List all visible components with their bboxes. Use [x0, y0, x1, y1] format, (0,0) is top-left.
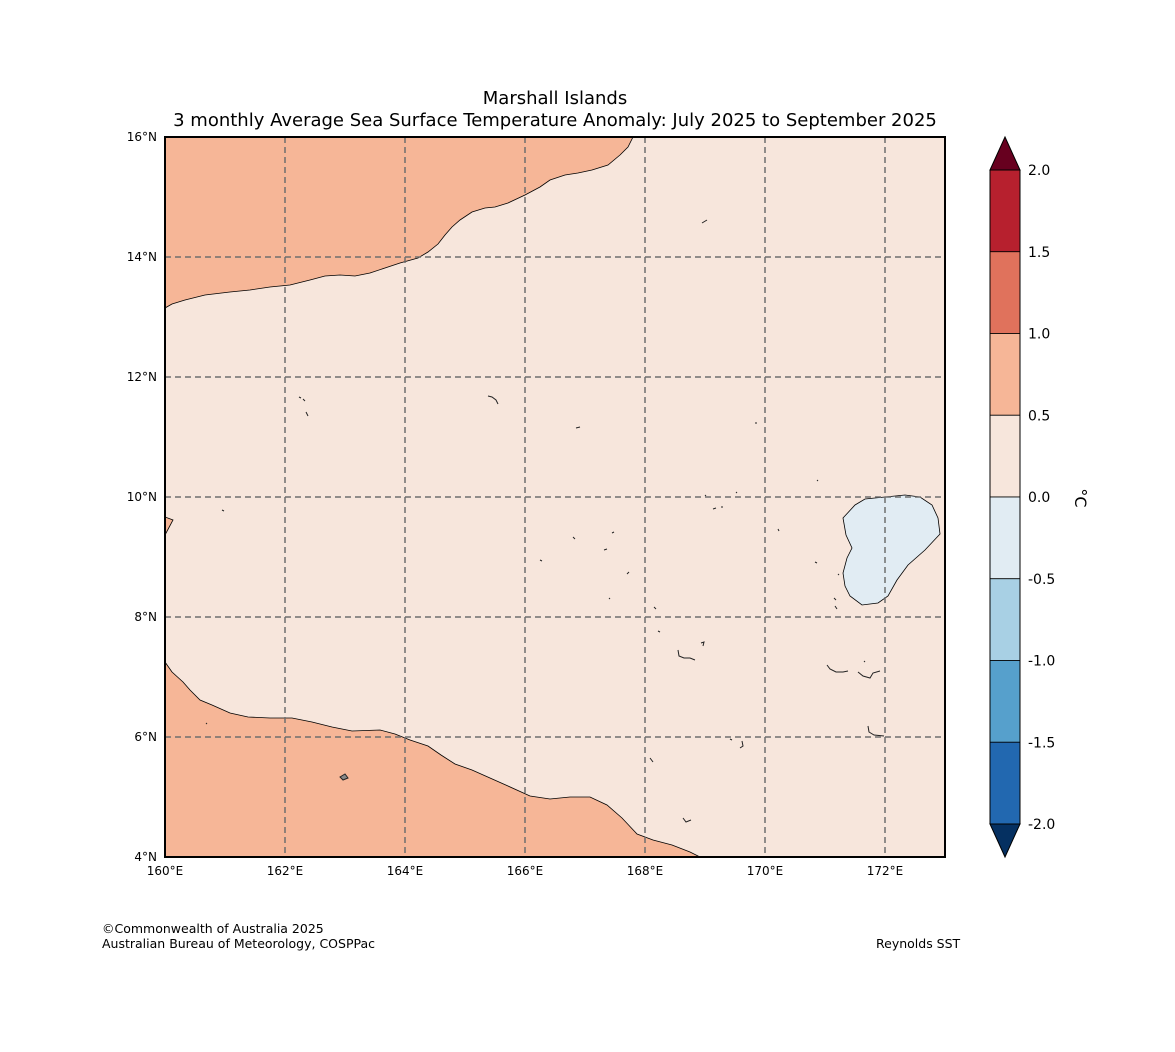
island: [833, 597, 837, 601]
colorbar-frame: [989, 169, 1021, 825]
island: [339, 773, 349, 781]
island: [205, 722, 208, 725]
colorbar-tick-label: 1.0: [1028, 327, 1050, 343]
colorbar-bin: [989, 169, 1021, 253]
island: [305, 411, 309, 417]
island: [677, 649, 696, 661]
island: [487, 395, 499, 405]
island: [867, 725, 885, 737]
lon-tick-label: 162°E: [267, 864, 304, 878]
lat-tick-label: 12°N: [127, 370, 157, 384]
warm-anomaly-region-south: [165, 661, 701, 857]
colorbar-unit-label: °C: [1071, 488, 1090, 507]
lon-tick-label: 168°E: [627, 864, 664, 878]
colorbar-tick-label: 0.5: [1028, 408, 1050, 424]
island: [649, 757, 654, 763]
lat-tick-label: 8°N: [134, 610, 157, 624]
colorbar-bin: [989, 496, 1021, 580]
longitude-labels: 160°E 162°E 164°E 166°E 168°E 170°E 172°E: [147, 864, 904, 878]
island: [826, 664, 849, 673]
warm-anomaly-sliver-west: [165, 516, 174, 536]
colorbar-under-arrow: [989, 823, 1021, 859]
island: [298, 396, 302, 399]
colorbar-bin: [989, 741, 1021, 825]
colorbar-over-arrow: [989, 135, 1021, 171]
island: [302, 398, 306, 402]
lon-tick-label: 164°E: [387, 864, 424, 878]
map-frame: [164, 136, 946, 858]
islands: [205, 219, 885, 823]
agency-text: Australian Bureau of Meteorology, COSPPa…: [102, 936, 375, 951]
island: [700, 641, 705, 647]
colorbar-bin: [989, 414, 1021, 498]
lon-tick-label: 160°E: [147, 864, 184, 878]
colorbar-tick-label: -1.0: [1028, 654, 1055, 670]
colorbar-tick-label: 1.5: [1028, 245, 1050, 261]
island: [539, 559, 543, 562]
lon-tick-label: 172°E: [867, 864, 904, 878]
island: [575, 426, 581, 429]
cool-anomaly-region: [842, 494, 941, 606]
island: [729, 738, 733, 741]
lat-tick-label: 14°N: [127, 250, 157, 264]
lon-tick-label: 166°E: [507, 864, 544, 878]
island: [626, 571, 630, 575]
island: [816, 479, 819, 482]
lat-tick-label: 10°N: [127, 490, 157, 504]
colorbar-bin: [989, 660, 1021, 743]
latitude-labels: 16°N 14°N 12°N 10°N 8°N 6°N 4°N: [127, 130, 157, 864]
island: [834, 605, 838, 610]
island: [611, 531, 615, 534]
island: [857, 670, 881, 679]
island: [863, 660, 866, 663]
data-source-text: Reynolds SST: [876, 936, 961, 951]
lon-tick-label: 170°E: [747, 864, 784, 878]
island: [657, 630, 661, 633]
island: [814, 561, 818, 564]
island: [777, 528, 780, 532]
island: [739, 740, 744, 749]
colorbar-tick-label: 0.0: [1028, 490, 1050, 506]
map-subtitle: 3 monthly Average Sea Surface Temperatur…: [173, 110, 937, 131]
island: [712, 507, 717, 510]
island: [221, 509, 225, 512]
colorbar-bin: [989, 578, 1021, 661]
lat-tick-label: 16°N: [127, 130, 157, 144]
colorbar-bin: [989, 251, 1021, 334]
island: [704, 494, 707, 497]
lat-tick-label: 4°N: [134, 850, 157, 864]
island: [735, 491, 738, 494]
gridlines: [165, 137, 945, 857]
warm-anomaly-region-north: [165, 137, 634, 309]
colorbar-tick-label: -0.5: [1028, 572, 1055, 588]
colorbar-bin: [989, 333, 1021, 416]
island: [608, 597, 611, 600]
island: [682, 817, 692, 823]
colorbar-tick-label: -2.0: [1028, 817, 1055, 833]
island: [572, 536, 576, 540]
map-title: Marshall Islands: [482, 88, 628, 109]
island: [603, 548, 608, 551]
colorbar: [989, 135, 1021, 859]
island: [701, 219, 708, 224]
colorbar-tick-label: -1.5: [1028, 735, 1055, 751]
lat-tick-label: 6°N: [134, 730, 157, 744]
colorbar-tick-label: 2.0: [1028, 163, 1050, 179]
copyright-text: ©Commonwealth of Australia 2025: [102, 921, 324, 936]
island: [837, 573, 840, 576]
colorbar-labels: 2.0 1.5 1.0 0.5 0.0 -0.5 -1.0 -1.5 -2.0: [1028, 163, 1055, 833]
island: [653, 606, 657, 610]
